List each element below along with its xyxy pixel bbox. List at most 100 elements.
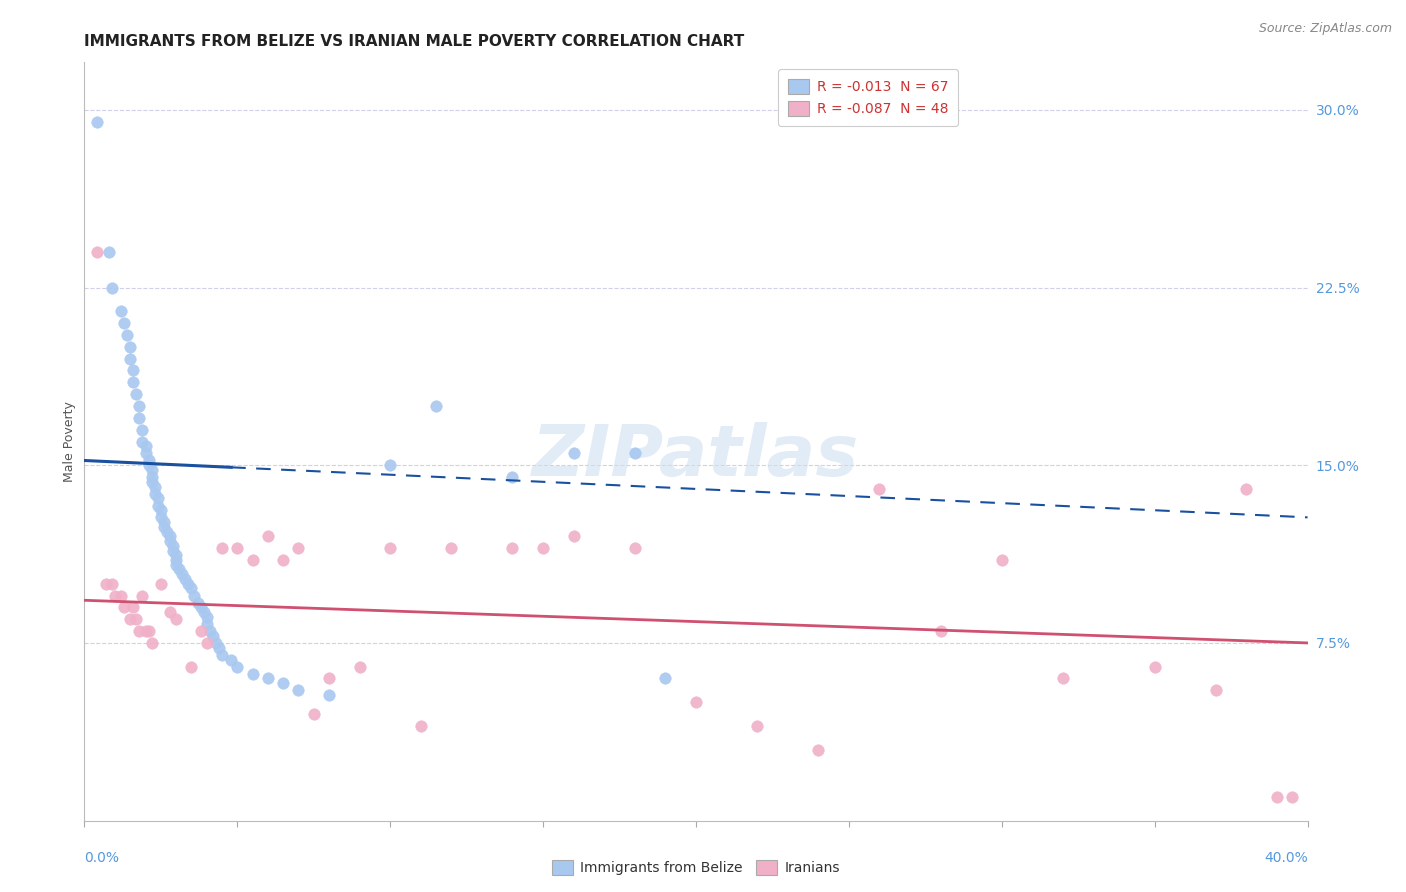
Point — [318, 688, 340, 702]
Point — [167, 562, 190, 576]
Point — [747, 719, 769, 733]
Point — [135, 446, 157, 460]
Point — [128, 410, 150, 425]
Point — [122, 363, 145, 377]
Point — [242, 666, 264, 681]
Point — [146, 491, 169, 506]
Point — [807, 742, 830, 756]
Point — [165, 612, 187, 626]
Point — [1052, 672, 1074, 686]
Point — [120, 340, 142, 354]
Point — [1205, 683, 1227, 698]
Point — [141, 636, 163, 650]
Point — [120, 612, 142, 626]
Point — [193, 605, 215, 619]
Point — [562, 446, 585, 460]
Text: Source: ZipAtlas.com: Source: ZipAtlas.com — [1258, 22, 1392, 36]
Point — [128, 624, 150, 639]
Point — [112, 316, 135, 330]
Point — [110, 304, 132, 318]
Point — [141, 463, 163, 477]
Point — [226, 659, 249, 673]
Point — [425, 399, 447, 413]
Point — [271, 676, 294, 690]
Point — [131, 434, 153, 449]
Point — [138, 453, 160, 467]
Point — [1143, 659, 1166, 673]
Point — [685, 695, 707, 709]
Point — [180, 659, 202, 673]
Point — [141, 470, 163, 484]
Point — [624, 446, 647, 460]
Point — [302, 706, 325, 721]
Point — [122, 600, 145, 615]
Text: ZIPatlas: ZIPatlas — [533, 422, 859, 491]
Point — [135, 624, 157, 639]
Point — [1236, 482, 1258, 496]
Point — [143, 479, 166, 493]
Point — [149, 510, 172, 524]
Point — [159, 529, 181, 543]
Point — [186, 596, 208, 610]
Point — [86, 244, 108, 259]
Point — [180, 582, 202, 596]
Point — [128, 399, 150, 413]
Point — [138, 624, 160, 639]
Point — [131, 423, 153, 437]
Point — [1265, 789, 1288, 804]
Point — [869, 482, 891, 496]
Point — [120, 351, 142, 366]
Point — [380, 541, 402, 556]
Point — [122, 376, 145, 390]
Point — [141, 475, 163, 489]
Point — [287, 541, 309, 556]
Point — [219, 652, 242, 666]
Point — [562, 529, 585, 543]
Point — [101, 280, 124, 294]
Point — [112, 600, 135, 615]
Point — [257, 529, 280, 543]
Point — [198, 624, 221, 639]
Point — [146, 499, 169, 513]
Text: 0.0%: 0.0% — [84, 851, 120, 865]
Point — [195, 617, 218, 632]
Point — [135, 439, 157, 453]
Point — [162, 543, 184, 558]
Point — [159, 605, 181, 619]
Point — [380, 458, 402, 473]
Point — [502, 470, 524, 484]
Point — [226, 541, 249, 556]
Point — [174, 572, 197, 586]
Point — [318, 672, 340, 686]
Point — [94, 576, 117, 591]
Point — [125, 612, 148, 626]
Point — [271, 553, 294, 567]
Point — [190, 600, 212, 615]
Point — [125, 387, 148, 401]
Point — [208, 640, 231, 655]
Point — [211, 648, 233, 662]
Point — [211, 541, 233, 556]
Point — [287, 683, 309, 698]
Point — [409, 719, 432, 733]
Point — [86, 114, 108, 128]
Point — [440, 541, 463, 556]
Point — [177, 576, 200, 591]
Point — [149, 503, 172, 517]
Point — [138, 458, 160, 473]
Point — [190, 624, 212, 639]
Point — [115, 327, 138, 342]
Point — [165, 553, 187, 567]
Point — [97, 244, 120, 259]
Point — [624, 541, 647, 556]
Point — [991, 553, 1014, 567]
Point — [195, 610, 218, 624]
Point — [165, 548, 187, 563]
Point — [153, 515, 176, 529]
Point — [531, 541, 554, 556]
Legend: Immigrants from Belize, Iranians: Immigrants from Belize, Iranians — [546, 853, 846, 882]
Point — [149, 576, 172, 591]
Text: IMMIGRANTS FROM BELIZE VS IRANIAN MALE POVERTY CORRELATION CHART: IMMIGRANTS FROM BELIZE VS IRANIAN MALE P… — [84, 34, 745, 49]
Point — [104, 589, 127, 603]
Point — [929, 624, 952, 639]
